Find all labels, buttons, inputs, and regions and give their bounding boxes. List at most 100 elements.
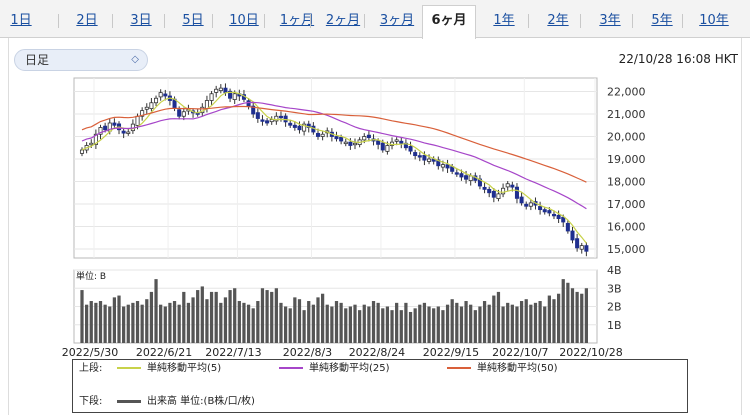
candle (496, 193, 501, 199)
volume-bar (302, 310, 306, 343)
volume-bar (172, 301, 177, 343)
candle (519, 196, 524, 204)
volume-bar (270, 291, 274, 343)
volume-bar (279, 302, 283, 343)
candle (348, 141, 353, 146)
volume-bar (145, 299, 149, 343)
date-tick-label: 2022/10/28 (559, 346, 622, 359)
tab-8[interactable]: 6ヶ月 (422, 5, 476, 39)
tab-12[interactable]: 5年 (651, 13, 673, 28)
volume-bar (89, 301, 93, 343)
candle (144, 106, 149, 110)
volume-bar (422, 302, 427, 343)
candle (422, 154, 427, 161)
volume-bar (427, 306, 431, 343)
period-type-select[interactable]: 日足 ◇ (14, 49, 148, 71)
candle (223, 87, 228, 94)
volume-bar (418, 304, 422, 343)
volume-bar (445, 304, 450, 343)
volume-bar (214, 291, 218, 343)
volume-bar (149, 291, 154, 343)
volume-bar (556, 293, 561, 343)
tab-separator (580, 14, 581, 28)
volume-bar (492, 295, 496, 343)
tab-10[interactable]: 2年 (547, 13, 569, 28)
candle (570, 230, 575, 241)
tab-0[interactable]: 1日 (10, 13, 32, 28)
candle (487, 188, 492, 194)
volume-bar (196, 290, 200, 343)
volume-tick-label: 1B (607, 319, 622, 332)
candle (556, 214, 561, 220)
volume-bar (200, 286, 204, 343)
volume-tick-label: 4B (607, 264, 622, 277)
candle (454, 172, 459, 175)
volume-bar (552, 299, 556, 343)
volume-bar (80, 290, 84, 343)
volume-bar (283, 306, 288, 343)
tab-5[interactable]: 1ヶ月 (279, 13, 315, 28)
tab-7[interactable]: 3ヶ月 (379, 13, 415, 28)
legend-lower-row: 下段: 出来高 単位:(B株/口/枚) (79, 395, 679, 409)
candle (320, 133, 325, 137)
legend-ma50-label: 単純移動平均(50) (477, 363, 558, 374)
volume-bar (441, 310, 445, 343)
candle (149, 102, 154, 109)
legend-volume: 出来高 単位:(B株/口/枚) (117, 395, 255, 409)
candle (302, 123, 307, 132)
volume-bar (510, 304, 514, 343)
tab-1[interactable]: 2日 (76, 13, 98, 28)
candle (380, 142, 385, 151)
ma25-swatch (279, 367, 303, 369)
volume-bar (358, 310, 362, 343)
volume-bar (524, 299, 528, 343)
volume-bar (334, 301, 339, 343)
volume-bar (344, 308, 348, 343)
candle (505, 183, 510, 188)
candle (246, 100, 251, 107)
volume-bar (529, 304, 533, 343)
tab-11[interactable]: 3年 (599, 13, 621, 28)
stock-chart: 22,000 21,000 20,000 19,000 18,000 17,000 16,0… (62, 77, 646, 359)
tab-3[interactable]: 5日 (182, 13, 204, 28)
candle (297, 125, 302, 131)
tab-6[interactable]: 2ヶ月 (325, 13, 361, 28)
volume-bar (126, 304, 130, 343)
volume-unit-label: 単位: B (76, 270, 106, 282)
candle (158, 92, 163, 98)
volume-bar (404, 302, 408, 343)
candle (445, 164, 450, 169)
volume-bar (122, 306, 126, 343)
tab-2[interactable]: 3日 (130, 13, 152, 28)
volume-bar (256, 301, 260, 343)
candle (292, 124, 297, 128)
candle (103, 125, 108, 131)
candle (214, 88, 219, 93)
candle (436, 159, 441, 167)
candle (394, 139, 399, 142)
volume-bar (186, 302, 191, 343)
volume-bar (367, 306, 371, 343)
volume-bar (168, 302, 172, 343)
tab-separator (632, 14, 633, 28)
volume-bar (399, 310, 403, 343)
volume-bar (432, 308, 436, 343)
price-tick-label: 15,000 (607, 243, 646, 256)
candle (547, 210, 552, 214)
candle (584, 245, 589, 252)
volume-bar (376, 302, 380, 343)
volume-bar (182, 291, 186, 343)
tab-4[interactable]: 10日 (229, 13, 259, 28)
volume-bar (103, 304, 107, 343)
ma-line-5 (81, 91, 587, 244)
volume-bar (547, 295, 551, 343)
volume-bar (228, 290, 232, 343)
candle (413, 152, 418, 157)
tab-13[interactable]: 10年 (699, 13, 729, 28)
volume-swatch (117, 399, 141, 403)
volume-bar (543, 306, 547, 343)
candle (79, 149, 85, 154)
candle (561, 216, 566, 223)
tab-9[interactable]: 1年 (493, 13, 515, 28)
volume-bar (260, 288, 265, 343)
